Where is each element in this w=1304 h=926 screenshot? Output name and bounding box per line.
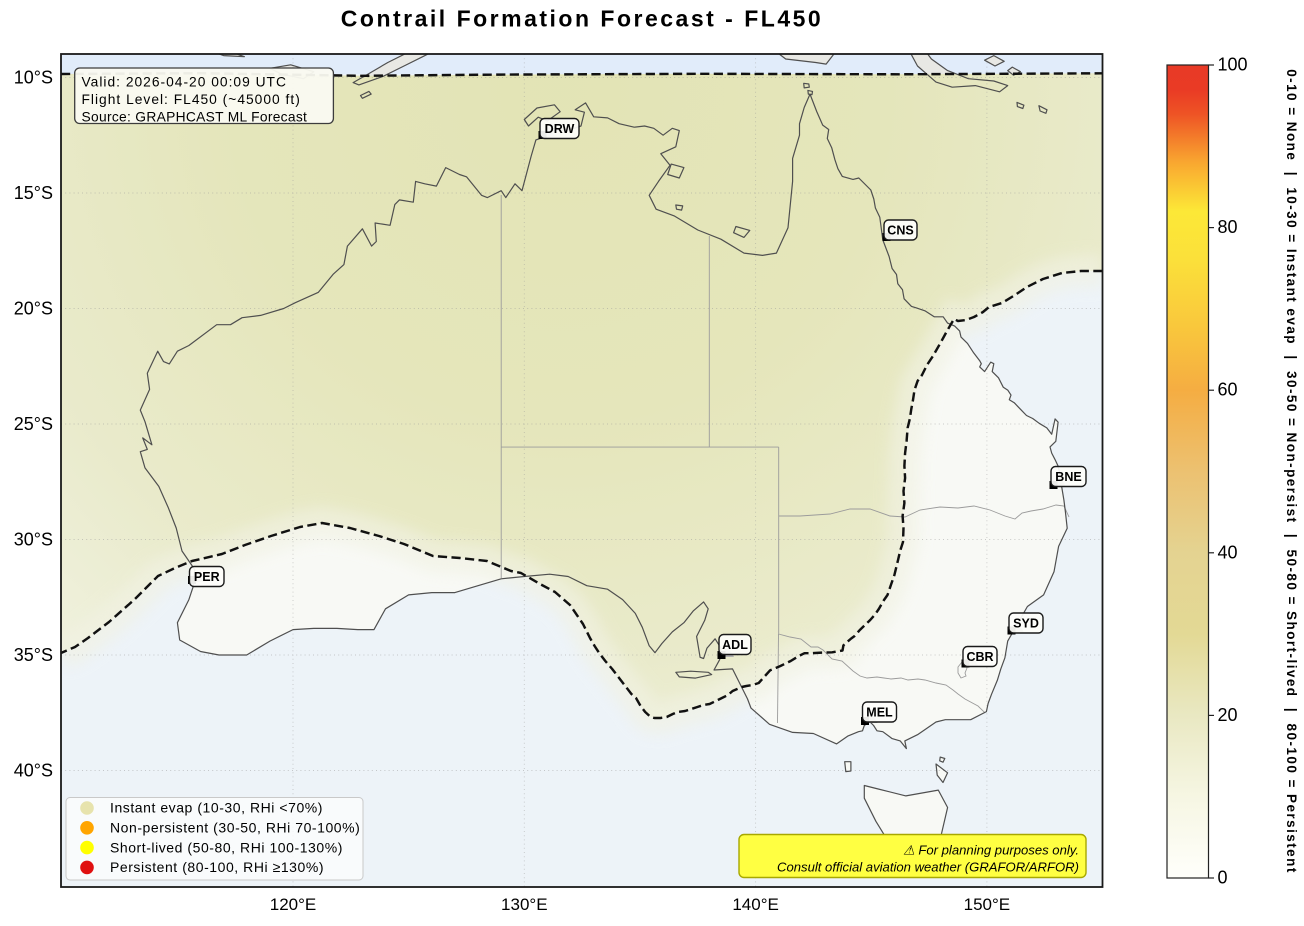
svg-text:80: 80 [1218, 217, 1238, 237]
svg-text:30°S: 30°S [14, 530, 53, 550]
svg-text:25°S: 25°S [14, 414, 53, 434]
svg-text:ADL: ADL [722, 638, 748, 652]
svg-text:Source: GRAPHCAST ML Forecast: Source: GRAPHCAST ML Forecast [82, 109, 308, 124]
svg-text:CBR: CBR [966, 650, 993, 664]
svg-text:BNE: BNE [1055, 470, 1081, 484]
svg-text:150°E: 150°E [964, 895, 1011, 914]
svg-text:10°S: 10°S [14, 68, 53, 88]
svg-text:20: 20 [1218, 705, 1238, 725]
svg-text:⚠ For planning purposes only.: ⚠ For planning purposes only. [903, 843, 1079, 858]
svg-text:120°E: 120°E [270, 895, 317, 914]
svg-text:Non-persistent (30-50, RHi 70-: Non-persistent (30-50, RHi 70-100%) [110, 820, 360, 836]
svg-text:35°S: 35°S [14, 645, 53, 665]
svg-text:Consult official aviation weat: Consult official aviation weather (GRAFO… [777, 860, 1079, 875]
svg-text:130°E: 130°E [501, 895, 548, 914]
svg-text:0-10 = None | 10-30 = Instan: 0-10 = None | 10-30 = Instant evap | 30-… [1284, 69, 1299, 874]
svg-text:DRW: DRW [545, 122, 575, 136]
svg-text:CNS: CNS [887, 224, 913, 238]
svg-text:Valid: 2026-04-20 00:09 UTC: Valid: 2026-04-20 00:09 UTC [82, 75, 287, 90]
svg-text:60: 60 [1218, 380, 1238, 400]
svg-text:20°S: 20°S [14, 299, 53, 319]
svg-text:MEL: MEL [866, 706, 893, 720]
svg-text:100: 100 [1218, 55, 1248, 75]
svg-text:140°E: 140°E [732, 895, 779, 914]
svg-text:Contrail Formation Forecast -: Contrail Formation Forecast - FL450 [341, 6, 823, 32]
svg-text:PER: PER [194, 570, 220, 584]
svg-text:Short-lived (50-80, RHi 100-13: Short-lived (50-80, RHi 100-130%) [110, 839, 343, 855]
svg-text:15°S: 15°S [14, 183, 53, 203]
svg-text:Instant evap (10-30, RHi <70%): Instant evap (10-30, RHi <70%) [110, 800, 323, 816]
svg-text:40°S: 40°S [14, 761, 53, 781]
svg-text:Flight Level: FL450 (~45000 ft: Flight Level: FL450 (~45000 ft) [82, 92, 301, 107]
svg-text:Persistent (80-100, RHi ≥130%): Persistent (80-100, RHi ≥130%) [110, 859, 324, 875]
svg-text:SYD: SYD [1013, 617, 1039, 631]
svg-text:0: 0 [1218, 868, 1228, 888]
svg-text:40: 40 [1218, 542, 1238, 562]
